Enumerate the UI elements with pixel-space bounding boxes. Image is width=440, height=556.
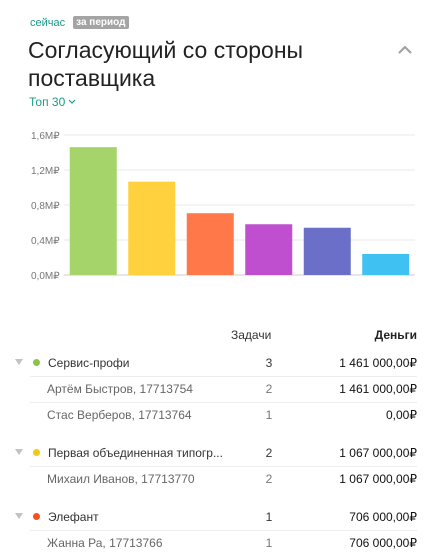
table-row[interactable]: Жанна Ра, 17713766 1 706 000,00₽ <box>0 530 440 556</box>
table-row[interactable]: Стас Верберов, 17713764 1 0,00₽ <box>0 402 440 428</box>
person-name: Артём Быстров, 17713754 <box>47 382 193 396</box>
series-color-dot <box>33 359 40 366</box>
top-count-label: Топ 30 <box>29 95 66 109</box>
person-money: 706 000,00₽ <box>349 536 417 550</box>
bar[interactable] <box>69 147 117 275</box>
table-group-row[interactable]: Сервис-профи 3 1 461 000,00₽ <box>0 350 440 376</box>
table-row[interactable]: Михаил Иванов, 17713770 2 1 067 000,00₽ <box>0 466 440 492</box>
table-row[interactable]: Артём Быстров, 17713754 2 1 461 000,00₽ <box>0 376 440 402</box>
table-group-row[interactable]: Элефант 1 706 000,00₽ <box>0 504 440 530</box>
tab-period[interactable]: за период <box>73 16 129 29</box>
y-tick-label: 1,2M₽ <box>31 166 60 177</box>
person-name: Жанна Ра, 17713766 <box>47 536 163 550</box>
group-tasks: 3 <box>265 356 273 370</box>
group-name: Сервис-профи <box>48 356 130 370</box>
bar-chart: 0,0M₽ 0,4M₽ 0,8M₽ 1,2M₽ 1,6M₽ <box>31 131 415 282</box>
group-money: 1 461 000,00₽ <box>339 356 417 370</box>
caret-down-icon[interactable] <box>15 513 23 519</box>
top-count-dropdown[interactable]: Топ 30 <box>29 95 76 109</box>
row-divider <box>30 530 417 531</box>
y-tick-label: 0,8M₽ <box>31 201 60 212</box>
person-money: 1 461 000,00₽ <box>339 382 417 396</box>
bar[interactable] <box>245 224 293 275</box>
column-header-money[interactable]: Деньги <box>374 328 417 342</box>
caret-down-icon[interactable] <box>15 359 23 365</box>
chevron-down-icon <box>68 99 76 104</box>
y-tick-label: 0,4M₽ <box>31 236 60 247</box>
group-tasks: 1 <box>265 510 273 524</box>
widget-title: Согласующий со стороны поставщика <box>28 37 304 91</box>
series-color-dot <box>33 449 40 456</box>
person-money: 1 067 000,00₽ <box>339 472 417 486</box>
bar[interactable] <box>128 181 176 275</box>
group-name: Первая объединенная типогр... <box>48 446 223 460</box>
tab-now[interactable]: сейчас <box>30 16 66 29</box>
row-divider <box>30 402 417 403</box>
bar[interactable] <box>362 254 410 275</box>
column-header-tasks[interactable]: Задачи <box>231 328 272 342</box>
group-name: Элефант <box>48 510 99 524</box>
person-tasks: 2 <box>265 472 273 486</box>
series-color-dot <box>33 513 40 520</box>
chevron-up-icon[interactable] <box>396 43 414 57</box>
person-tasks: 1 <box>265 408 273 422</box>
period-tabs: сейчас за период <box>30 16 129 29</box>
y-tick-label: 1,6M₽ <box>31 131 60 142</box>
caret-down-icon[interactable] <box>15 449 23 455</box>
group-money: 1 067 000,00₽ <box>339 446 417 460</box>
group-tasks: 2 <box>265 446 273 460</box>
person-tasks: 2 <box>265 382 273 396</box>
table-group-row[interactable]: Первая объединенная типогр... 2 1 067 000,… <box>0 440 440 466</box>
person-money: 0,00₽ <box>386 408 417 422</box>
y-tick-label: 0,0M₽ <box>31 271 60 282</box>
person-name: Михаил Иванов, 17713770 <box>47 472 195 486</box>
bar[interactable] <box>303 227 351 275</box>
person-tasks: 1 <box>265 536 273 550</box>
person-name: Стас Верберов, 17713764 <box>47 408 192 422</box>
row-divider <box>30 376 417 377</box>
row-divider <box>30 466 417 467</box>
bar[interactable] <box>186 213 234 275</box>
group-money: 706 000,00₽ <box>349 510 417 524</box>
